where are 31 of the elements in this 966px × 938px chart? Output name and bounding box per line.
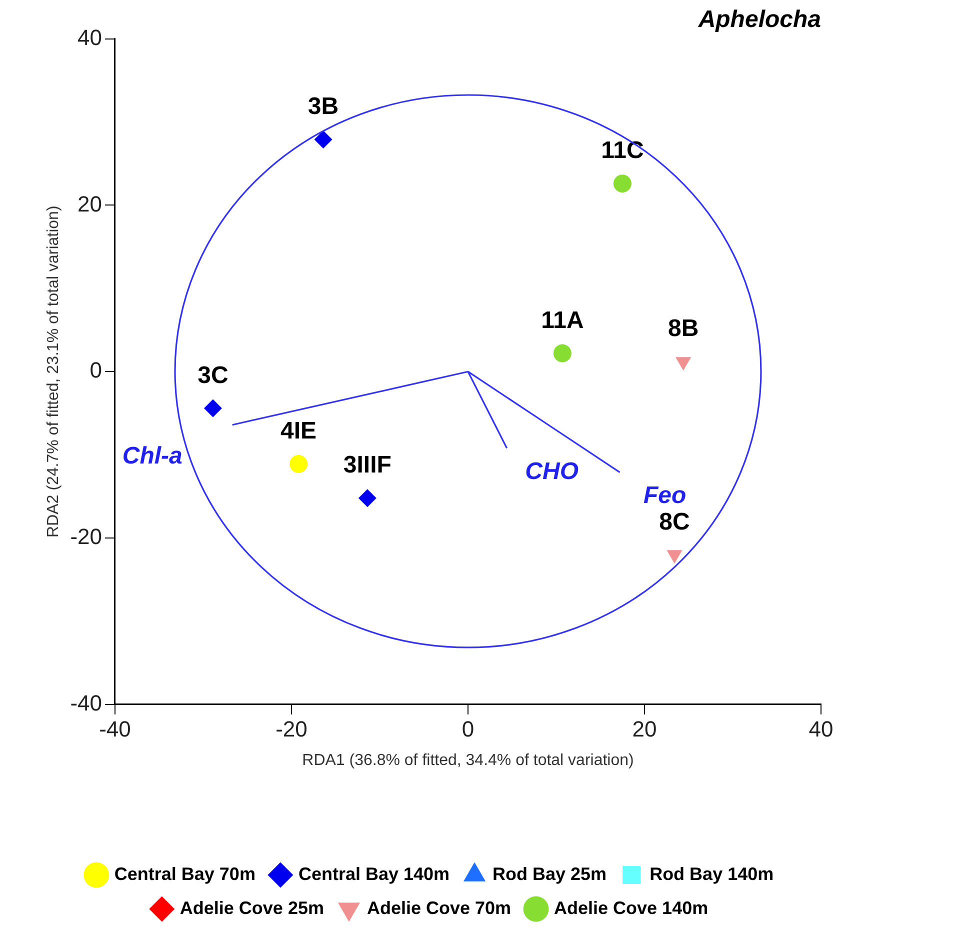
- legend-label: Rod Bay 140m: [650, 864, 774, 884]
- annotation: 11A: [541, 306, 584, 334]
- legend-label: Adelie Cove 140m: [554, 898, 708, 918]
- annotation: 8B: [668, 315, 699, 342]
- chart-title: Aphelocha: [697, 6, 821, 34]
- annotation: 8C: [659, 508, 690, 536]
- annotation: 11C: [601, 137, 644, 164]
- x-tick-label: -40: [99, 716, 131, 742]
- x-tick-label: 0: [462, 716, 474, 742]
- annotation: Feo: [643, 482, 686, 509]
- annotation: 3IIIF: [343, 452, 392, 479]
- legend-label: Central Bay 70m: [114, 864, 256, 884]
- legend-label: Adelie Cove 70m: [366, 898, 512, 918]
- annotation: 4IE: [280, 418, 317, 445]
- legend-label: Adelie Cove 25m: [180, 898, 324, 918]
- x-tick-label: -20: [276, 716, 308, 742]
- legend-label: Rod Bay 25m: [492, 864, 607, 884]
- annotation: Chl-a: [122, 442, 182, 470]
- y-tick-label: 20: [78, 191, 102, 216]
- annotation: CHO: [525, 458, 579, 485]
- y-tick-label: 40: [78, 24, 102, 50]
- y-tick-label: -40: [70, 690, 102, 716]
- legend-label: Central Bay 140m: [298, 864, 450, 884]
- x-axis-title: RDA1 (36.8% of fitted, 34.4% of total variation): [302, 752, 634, 769]
- annotation: 3B: [308, 93, 339, 120]
- x-tick-label: 20: [632, 716, 657, 742]
- annotation: 3C: [198, 362, 228, 389]
- y-tick-label: 0: [90, 358, 102, 383]
- y-axis-title: RDA2 (24.7% of fitted, 23.1% of total variation): [45, 206, 62, 538]
- y-tick-label: -20: [70, 524, 102, 550]
- x-tick-label: 40: [808, 716, 834, 742]
